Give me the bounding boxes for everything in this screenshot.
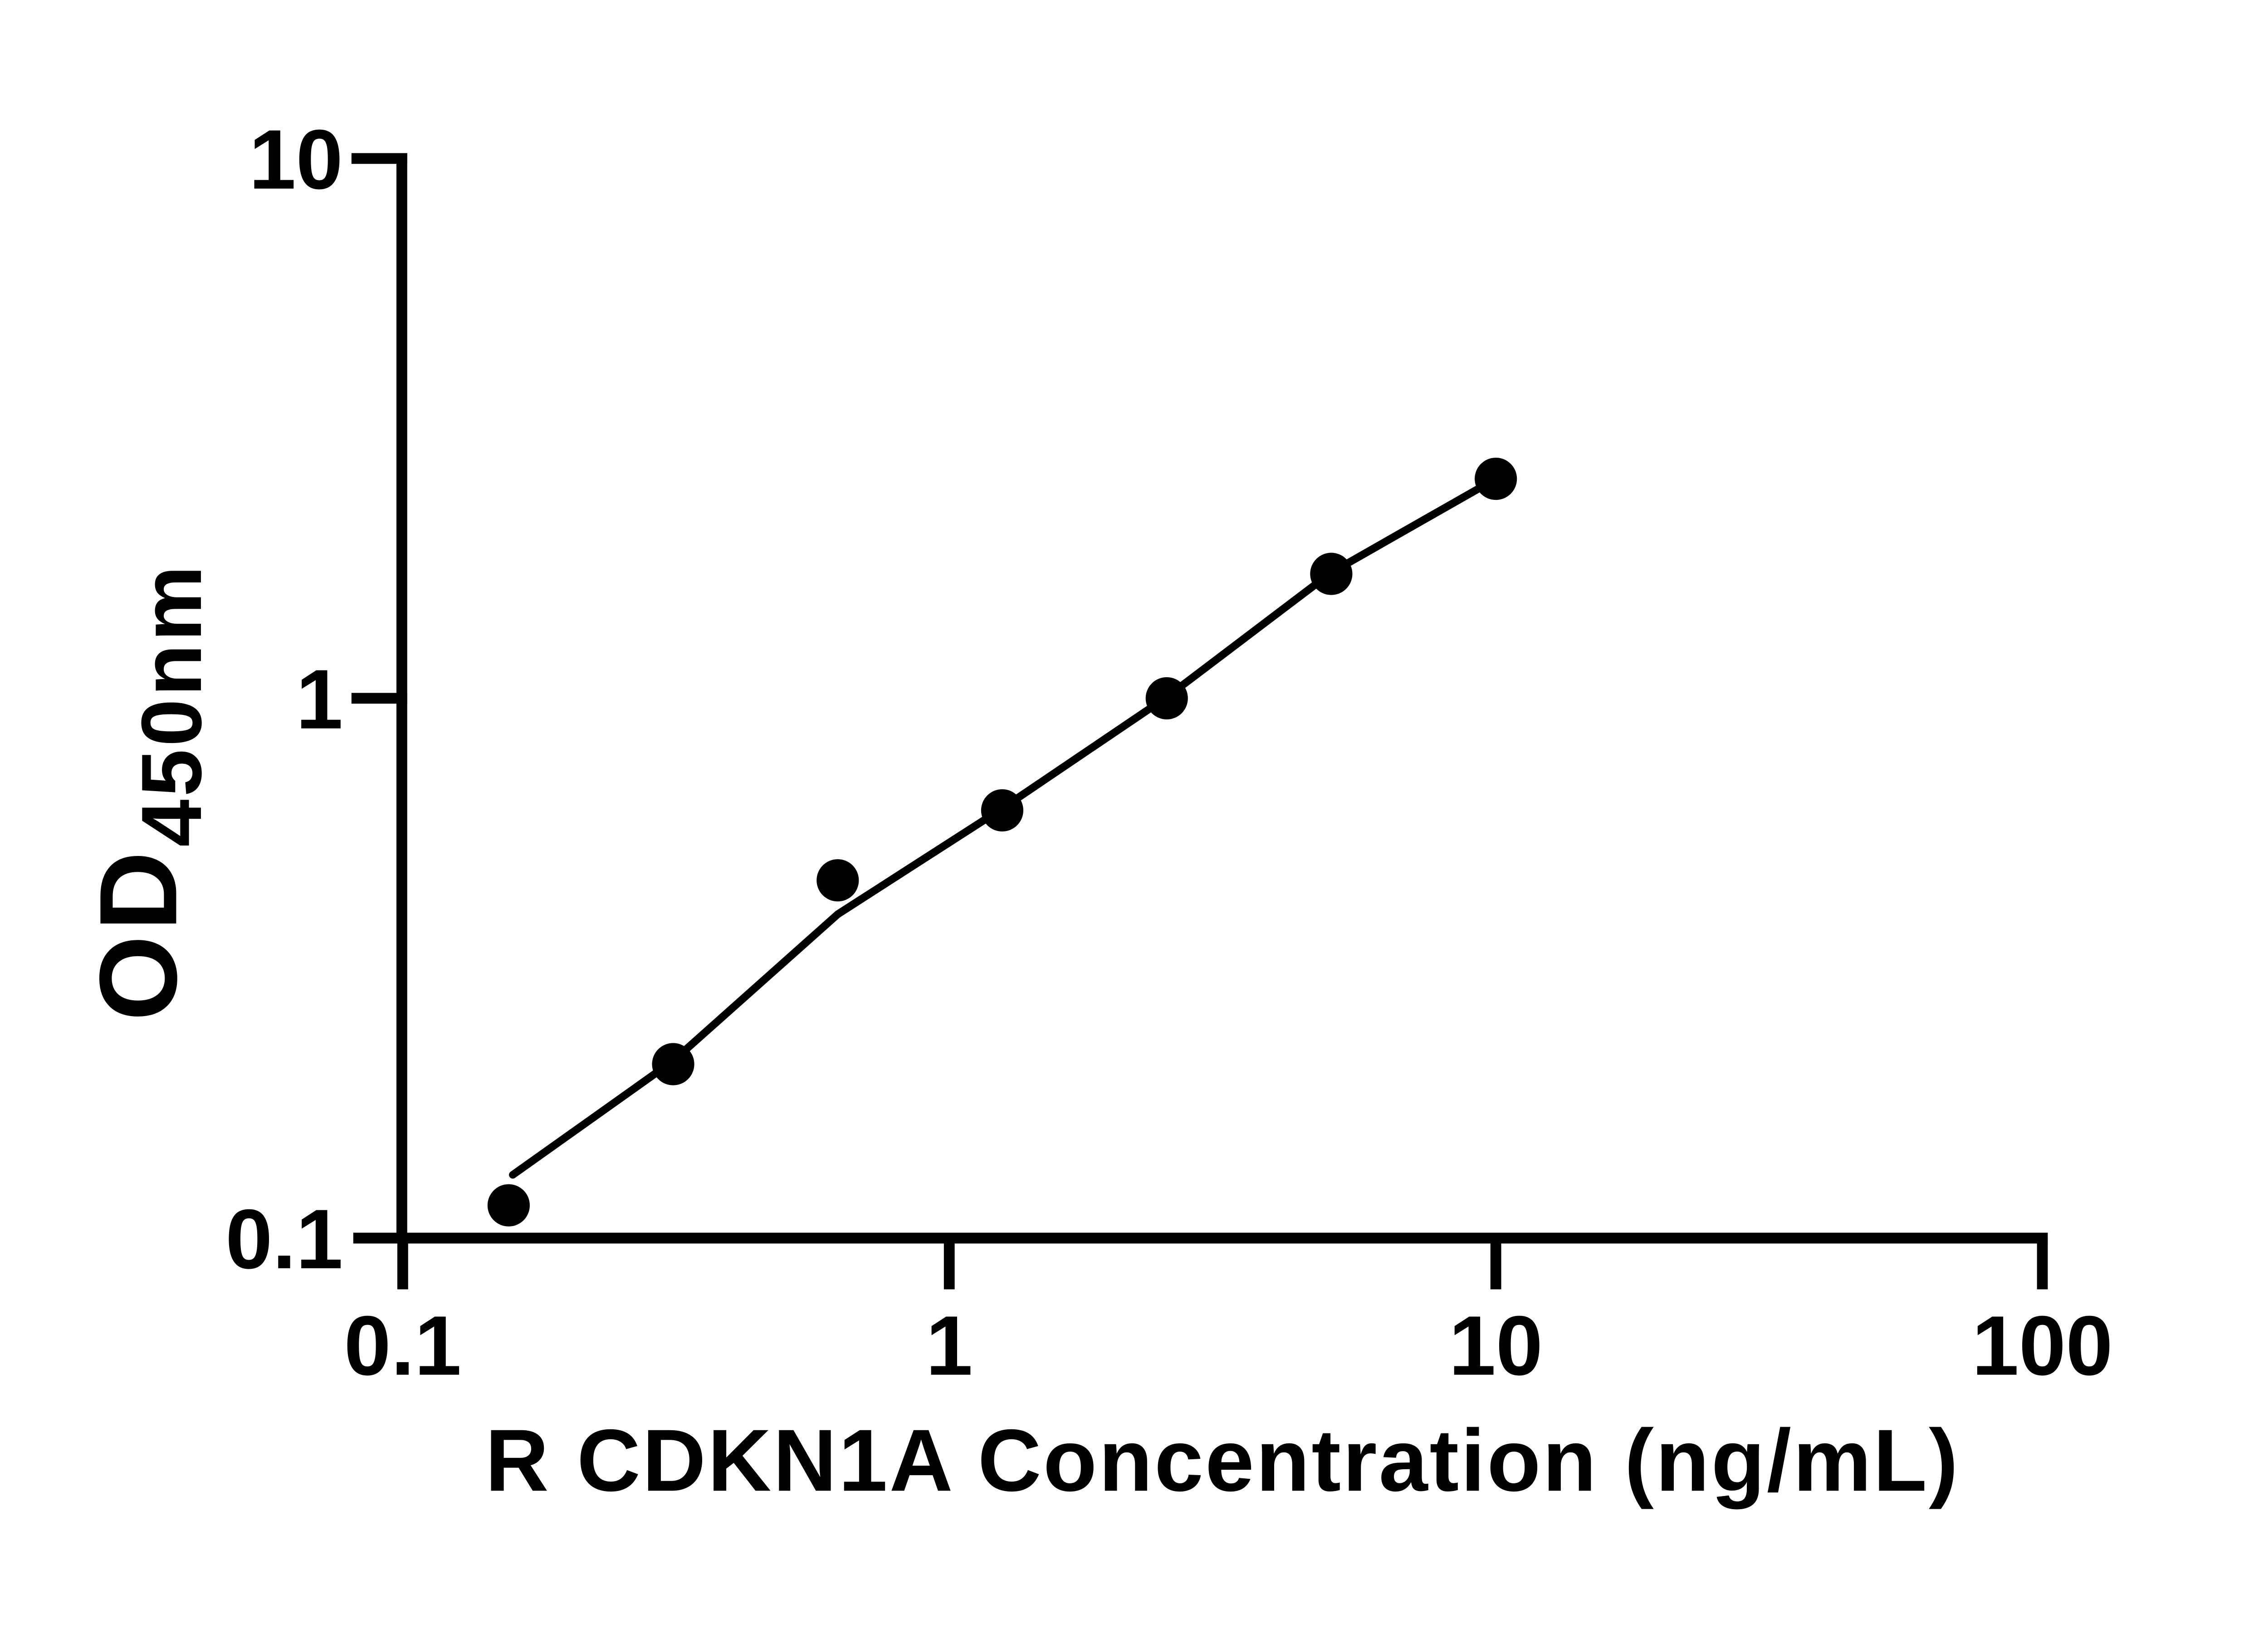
data-point-0.625	[816, 859, 859, 902]
y-axis-tick-labels: 0.1 1 10	[225, 112, 343, 1286]
x-axis-title: R CDKN1A Concentration (ng/mL)	[485, 1411, 1960, 1510]
y-axis-title-main: OD	[77, 847, 200, 1021]
data-point-0.3125	[652, 1043, 694, 1085]
y-tick-label-0.1: 0.1	[225, 1192, 343, 1286]
x-axis-tick-labels: 0.1 1 10 100	[344, 1299, 2113, 1393]
data-point-0.15625	[487, 1184, 530, 1227]
x-axis-ticks	[397, 1238, 2048, 1290]
data-point-2.5	[1145, 677, 1188, 719]
x-tick-label-0.1: 0.1	[344, 1299, 461, 1393]
y-axis-title-subscript: 450nm	[124, 563, 219, 847]
y-axis-title: OD450nm	[77, 563, 219, 1021]
x-tick-label-10: 10	[1449, 1299, 1543, 1393]
x-tick-label-1: 1	[926, 1299, 973, 1393]
y-tick-label-1: 1	[296, 652, 343, 747]
data-point-5	[1310, 552, 1353, 595]
data-point-10	[1475, 457, 1517, 500]
x-tick-label-100: 100	[1972, 1299, 2113, 1393]
data-point-1.25	[981, 789, 1024, 831]
data-points	[487, 457, 1517, 1227]
y-tick-label-10: 10	[249, 112, 343, 207]
y-axis-ticks	[351, 153, 407, 704]
axes	[353, 153, 2048, 1244]
